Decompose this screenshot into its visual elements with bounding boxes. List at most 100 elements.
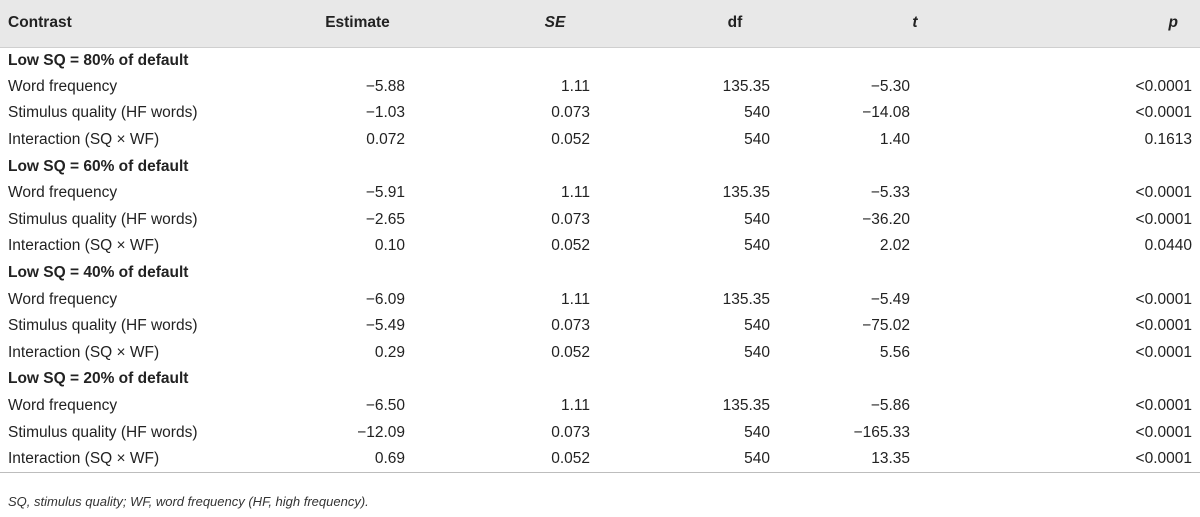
value-cell: <0.0001 bbox=[1135, 397, 1192, 415]
section-header-row: Low SQ = 20% of default bbox=[0, 366, 1200, 393]
value-cell: 135.35 bbox=[722, 184, 770, 202]
value-cell: 13.35 bbox=[825, 445, 1005, 473]
value-cell: 0.052 bbox=[551, 131, 590, 149]
value-cell: 1.40 bbox=[879, 131, 910, 149]
value-cell: 135.35 bbox=[722, 397, 770, 415]
contrast-label-cell: Interaction (SQ × WF) bbox=[8, 131, 160, 149]
value-cell: −6.09 bbox=[365, 290, 405, 308]
section-title: Low SQ = 80% of default bbox=[8, 51, 189, 69]
value-cell: −5.49 bbox=[365, 317, 405, 335]
value-cell: −5.33 bbox=[870, 184, 910, 202]
value-cell: 135.35 bbox=[722, 290, 770, 308]
value-cell: <0.0001 bbox=[1135, 317, 1192, 335]
value-cell: 540 bbox=[744, 317, 770, 335]
column-header-0: Contrast bbox=[0, 0, 250, 48]
section-title: Low SQ = 60% of default bbox=[8, 157, 189, 175]
column-header-5: p bbox=[1005, 0, 1200, 48]
column-header-1: Estimate bbox=[250, 0, 465, 48]
contrast-label-cell: Stimulus quality (HF words) bbox=[8, 317, 198, 335]
value-cell: 0.69 bbox=[250, 445, 465, 473]
value-cell: 0.052 bbox=[551, 343, 590, 361]
value-cell: <0.0001 bbox=[1005, 445, 1200, 473]
value-cell: 540 bbox=[744, 237, 770, 255]
value-cell: <0.0001 bbox=[1135, 343, 1192, 361]
value-cell: −14.08 bbox=[862, 104, 910, 122]
value-cell: −12.09 bbox=[357, 423, 405, 441]
table-row: Interaction (SQ × WF) 0.69 0.052 540 13.35 <0… bbox=[0, 445, 1200, 473]
value-cell: −5.49 bbox=[870, 290, 910, 308]
contrast-label-cell: Interaction (SQ × WF) bbox=[8, 237, 160, 255]
section-title: Low SQ = 20% of default bbox=[8, 370, 189, 388]
value-cell: −2.65 bbox=[365, 210, 405, 228]
value-cell: 0.10 bbox=[374, 237, 405, 255]
value-cell: 1.11 bbox=[560, 290, 590, 308]
value-cell: 0.073 bbox=[551, 104, 590, 122]
contrast-label-cell: Interaction (SQ × WF) bbox=[8, 343, 160, 361]
contrast-label-cell: Stimulus quality (HF words) bbox=[8, 104, 198, 122]
section-header-row: Low SQ = 80% of default bbox=[0, 47, 1200, 74]
column-header-4: t bbox=[825, 0, 1005, 48]
value-cell: 0.073 bbox=[551, 317, 590, 335]
table-row: Word frequency −5.88 1.11 135.35 −5.30 <0.000… bbox=[0, 74, 1200, 101]
value-cell: 540 bbox=[744, 343, 770, 361]
header-row: Contrast Estimate SE df t p bbox=[0, 0, 1200, 48]
table-row: Word frequency −5.91 1.11 135.35 −5.33 <0.000… bbox=[0, 180, 1200, 207]
table-row: Word frequency −6.09 1.11 135.35 −5.49 <0.000… bbox=[0, 286, 1200, 313]
table-row: Interaction (SQ × WF) 0.10 0.052 540 2.02 0.0… bbox=[0, 233, 1200, 260]
table-row: Stimulus quality (HF words) −1.03 0.073 540… bbox=[0, 100, 1200, 127]
contrast-label-cell: Word frequency bbox=[8, 77, 118, 95]
table-footnote: SQ, stimulus quality; WF, word frequency… bbox=[8, 494, 369, 509]
column-header-3: df bbox=[645, 0, 825, 48]
contrast-results-table: Contrast Estimate SE df t p Low SQ = 80% of d… bbox=[0, 0, 1200, 473]
value-cell: 0.052 bbox=[551, 237, 590, 255]
section-title: Low SQ = 40% of default bbox=[8, 264, 189, 282]
value-cell: −1.03 bbox=[365, 104, 405, 122]
value-cell: 5.56 bbox=[879, 343, 910, 361]
table-body: Low SQ = 80% of default Word frequency −5.… bbox=[0, 47, 1200, 473]
value-cell: 135.35 bbox=[722, 77, 770, 95]
value-cell: <0.0001 bbox=[1135, 77, 1192, 95]
value-cell: <0.0001 bbox=[1135, 104, 1192, 122]
value-cell: <0.0001 bbox=[1135, 423, 1192, 441]
value-cell: −5.91 bbox=[365, 184, 405, 202]
contrast-label-cell: Stimulus quality (HF words) bbox=[8, 423, 198, 441]
column-header-2: SE bbox=[465, 0, 645, 48]
table-row: Stimulus quality (HF words) −12.09 0.073 54… bbox=[0, 419, 1200, 446]
contrast-label-cell: Word frequency bbox=[8, 184, 118, 202]
value-cell: 0.052 bbox=[465, 445, 645, 473]
table-row: Interaction (SQ × WF) 0.29 0.052 540 5.56 <0.… bbox=[0, 340, 1200, 367]
value-cell: −5.86 bbox=[870, 397, 910, 415]
value-cell: −6.50 bbox=[365, 397, 405, 415]
table-row: Interaction (SQ × WF) 0.072 0.052 540 1.40 0.… bbox=[0, 127, 1200, 154]
value-cell: −165.33 bbox=[853, 423, 910, 441]
value-cell: 0.29 bbox=[374, 343, 405, 361]
contrast-label-cell: Word frequency bbox=[8, 397, 118, 415]
value-cell: 1.11 bbox=[560, 397, 590, 415]
value-cell: 0.1613 bbox=[1144, 131, 1192, 149]
contrast-label-cell: Interaction (SQ × WF) bbox=[0, 445, 250, 473]
value-cell: 0.0440 bbox=[1144, 237, 1192, 255]
value-cell: 540 bbox=[645, 445, 825, 473]
value-cell: 2.02 bbox=[879, 237, 910, 255]
table-row: Stimulus quality (HF words) −5.49 0.073 540… bbox=[0, 313, 1200, 340]
contrast-label-cell: Word frequency bbox=[8, 290, 118, 308]
value-cell: <0.0001 bbox=[1135, 290, 1192, 308]
value-cell: 0.072 bbox=[366, 131, 405, 149]
table-row: Word frequency −6.50 1.11 135.35 −5.86 <0.000… bbox=[0, 393, 1200, 420]
value-cell: <0.0001 bbox=[1135, 184, 1192, 202]
value-cell: 540 bbox=[744, 104, 770, 122]
section-header-row: Low SQ = 60% of default bbox=[0, 153, 1200, 180]
table-header: Contrast Estimate SE df t p bbox=[0, 0, 1200, 48]
table-row: Stimulus quality (HF words) −2.65 0.073 540… bbox=[0, 207, 1200, 234]
value-cell: <0.0001 bbox=[1135, 210, 1192, 228]
value-cell: 1.11 bbox=[560, 184, 590, 202]
value-cell: 0.073 bbox=[551, 423, 590, 441]
value-cell: −5.88 bbox=[365, 77, 405, 95]
section-header-row: Low SQ = 40% of default bbox=[0, 260, 1200, 287]
contrast-label-cell: Stimulus quality (HF words) bbox=[8, 210, 198, 228]
value-cell: −36.20 bbox=[862, 210, 910, 228]
value-cell: −75.02 bbox=[862, 317, 910, 335]
value-cell: 540 bbox=[744, 210, 770, 228]
value-cell: 0.073 bbox=[551, 210, 590, 228]
